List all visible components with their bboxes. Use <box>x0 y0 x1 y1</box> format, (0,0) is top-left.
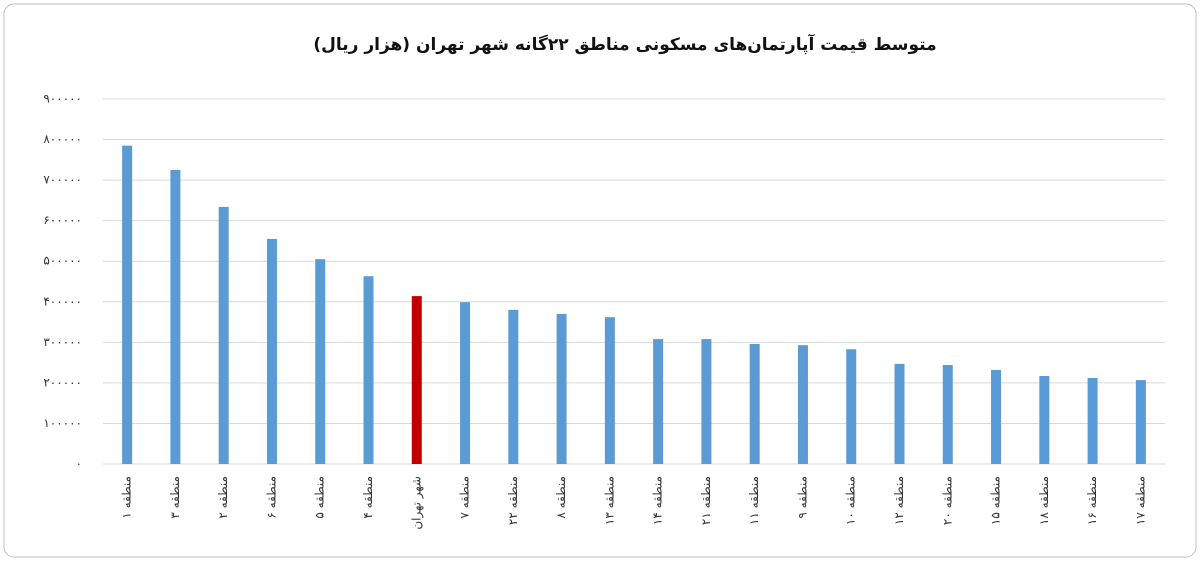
x-tick-label: منطقه ۷ <box>458 476 472 519</box>
bar <box>460 302 471 464</box>
x-tick-label: منطقه ۵ <box>313 476 327 519</box>
bar <box>991 369 1002 464</box>
bar <box>894 363 905 464</box>
bar <box>797 345 808 464</box>
y-tick-label: ۹۰۰۰۰۰ <box>43 92 82 106</box>
x-tick-label: شهر تهران <box>409 476 424 530</box>
x-tick-label: منطقه ۲۲ <box>506 476 520 525</box>
bar <box>1087 378 1098 464</box>
bar <box>1135 380 1146 464</box>
bar <box>846 349 857 464</box>
x-tick-label: منطقه ۳ <box>168 476 182 519</box>
x-tick-label: منطقه ۱۵ <box>989 476 1003 525</box>
x-tick-label: منطقه ۲ <box>216 476 230 519</box>
y-tick-label: ۸۰۰۰۰۰ <box>43 132 82 146</box>
x-tick-label: منطقه ۱ <box>120 476 134 519</box>
y-tick-label: ۳۰۰۰۰۰ <box>43 335 82 349</box>
x-tick-label: منطقه ۱۶ <box>1085 476 1099 525</box>
x-tick-label: منطقه ۱۴ <box>651 476 665 525</box>
chart-frame <box>3 3 1197 558</box>
bar <box>170 169 181 464</box>
bar <box>315 259 326 464</box>
bar <box>701 339 712 464</box>
y-tick-label: ۶۰۰۰۰۰ <box>43 213 82 227</box>
x-tick-label: منطقه ۱۳ <box>602 476 616 525</box>
x-tick-label: منطقه ۱۱ <box>747 476 761 525</box>
bar <box>653 339 664 464</box>
x-tick-label: منطقه ۸ <box>554 476 568 519</box>
x-tick-label: منطقه ۱۷ <box>1133 476 1147 525</box>
x-tick-label: منطقه ۱۸ <box>1037 476 1051 525</box>
bar <box>266 238 277 464</box>
x-tick-label: منطقه ۱۰ <box>844 476 858 525</box>
x-tick-label: منطقه ۴ <box>361 476 375 519</box>
x-tick-label: منطقه ۲۱ <box>699 476 713 525</box>
y-tick-label: ۴۰۰۰۰۰ <box>43 294 82 308</box>
y-tick-label: ۷۰۰۰۰۰ <box>43 173 82 187</box>
bar <box>363 276 374 464</box>
bar <box>218 206 229 464</box>
x-tick-label: منطقه ۶ <box>264 476 278 519</box>
bar <box>942 365 953 464</box>
bar <box>411 296 422 464</box>
chart-title: متوسط قیمت آپارتمان‌های مسکونی مناطق ۲۲گ… <box>313 33 936 55</box>
x-tick-label: منطقه ۹ <box>795 476 809 519</box>
bar <box>1039 375 1050 464</box>
bar <box>749 343 760 464</box>
bar <box>508 309 519 464</box>
y-tick-label: ۱۰۰۰۰۰ <box>43 416 82 430</box>
y-tick-label: ۰ <box>76 457 82 471</box>
x-tick-label: منطقه ۲۰ <box>940 476 954 525</box>
bar <box>604 317 615 464</box>
y-tick-label: ۲۰۰۰۰۰ <box>43 375 82 389</box>
x-tick-label: منطقه ۱۲ <box>892 476 906 525</box>
bar <box>122 145 133 464</box>
y-tick-label: ۵۰۰۰۰۰ <box>43 254 82 268</box>
bar <box>556 313 567 464</box>
